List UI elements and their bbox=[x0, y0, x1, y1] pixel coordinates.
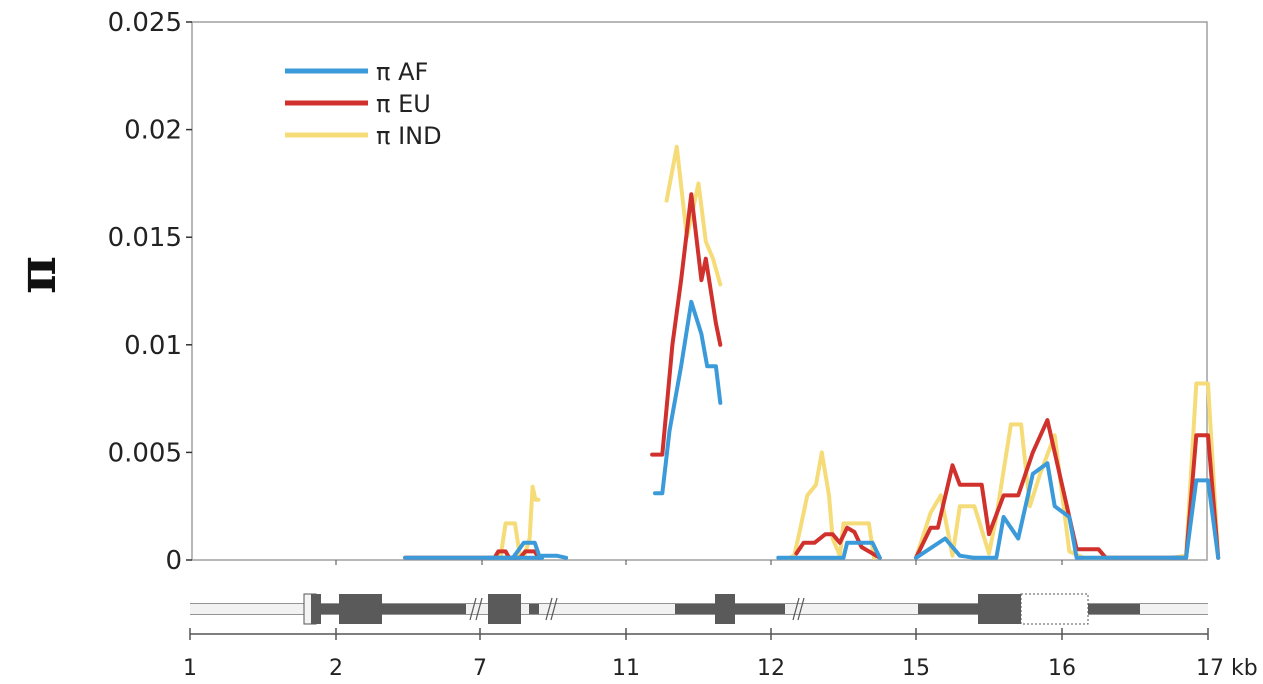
series-line-af bbox=[653, 299, 723, 496]
series-line-eu bbox=[914, 418, 1181, 560]
exon-2 bbox=[339, 594, 382, 624]
y-axis-ticks: 0 0.005 0.01 0.015 0.02 0.025 bbox=[108, 8, 192, 576]
exon-3 bbox=[488, 594, 521, 624]
series-line-eu bbox=[794, 525, 882, 560]
exon-5 bbox=[978, 594, 1021, 624]
legend: π AF π EU π IND bbox=[285, 58, 442, 150]
y-tick-label: 0 bbox=[165, 546, 182, 576]
y-tick-label: 0.005 bbox=[108, 438, 182, 468]
axis-break-marks bbox=[469, 597, 805, 621]
y-tick-label: 0.025 bbox=[108, 8, 182, 38]
x-tick-label: 15 bbox=[902, 656, 930, 681]
series-line-af bbox=[403, 540, 544, 560]
series-line-eu bbox=[650, 192, 723, 457]
intron-block-5 bbox=[1088, 604, 1140, 614]
x-tick-label: 12 bbox=[757, 656, 785, 681]
x-tick-label: 11 bbox=[612, 656, 640, 681]
y-tick-label: 0.01 bbox=[124, 331, 182, 361]
y-tick-label: 0.015 bbox=[108, 223, 182, 253]
y-tick-label: 0.02 bbox=[124, 116, 182, 146]
series-line-af bbox=[1169, 478, 1221, 560]
series-line-af bbox=[914, 536, 977, 560]
utr-box-3prime bbox=[1020, 593, 1089, 625]
intron-block-1 bbox=[321, 604, 466, 614]
intron-block-4 bbox=[918, 604, 978, 614]
x-tick-label: 16 bbox=[1048, 656, 1076, 681]
x-tick-label: 1 bbox=[183, 656, 197, 681]
series-line-af bbox=[776, 540, 882, 560]
series-group bbox=[403, 144, 1221, 560]
series-line-ind bbox=[664, 144, 723, 287]
intron-block-2 bbox=[529, 604, 539, 614]
x-axis-marks bbox=[335, 560, 1063, 565]
legend-label-eu: π EU bbox=[376, 90, 431, 118]
y-axis-label: π bbox=[7, 256, 68, 294]
legend-label-ind: π IND bbox=[376, 122, 442, 150]
gene-structure-diagram bbox=[190, 593, 1208, 625]
exon-1 bbox=[311, 594, 321, 624]
x-axis: 1 2 7 11 12 15 16 17 kb bbox=[183, 628, 1258, 681]
x-tick-label: 7 bbox=[473, 656, 487, 681]
x-tick-label: 17 kb bbox=[1196, 656, 1258, 681]
x-tick-label: 2 bbox=[329, 656, 343, 681]
exon-4 bbox=[715, 594, 735, 624]
series-line-ind bbox=[787, 450, 876, 560]
series-line-af bbox=[540, 553, 569, 560]
legend-label-af: π AF bbox=[376, 58, 428, 86]
series-line-af bbox=[972, 461, 1181, 560]
